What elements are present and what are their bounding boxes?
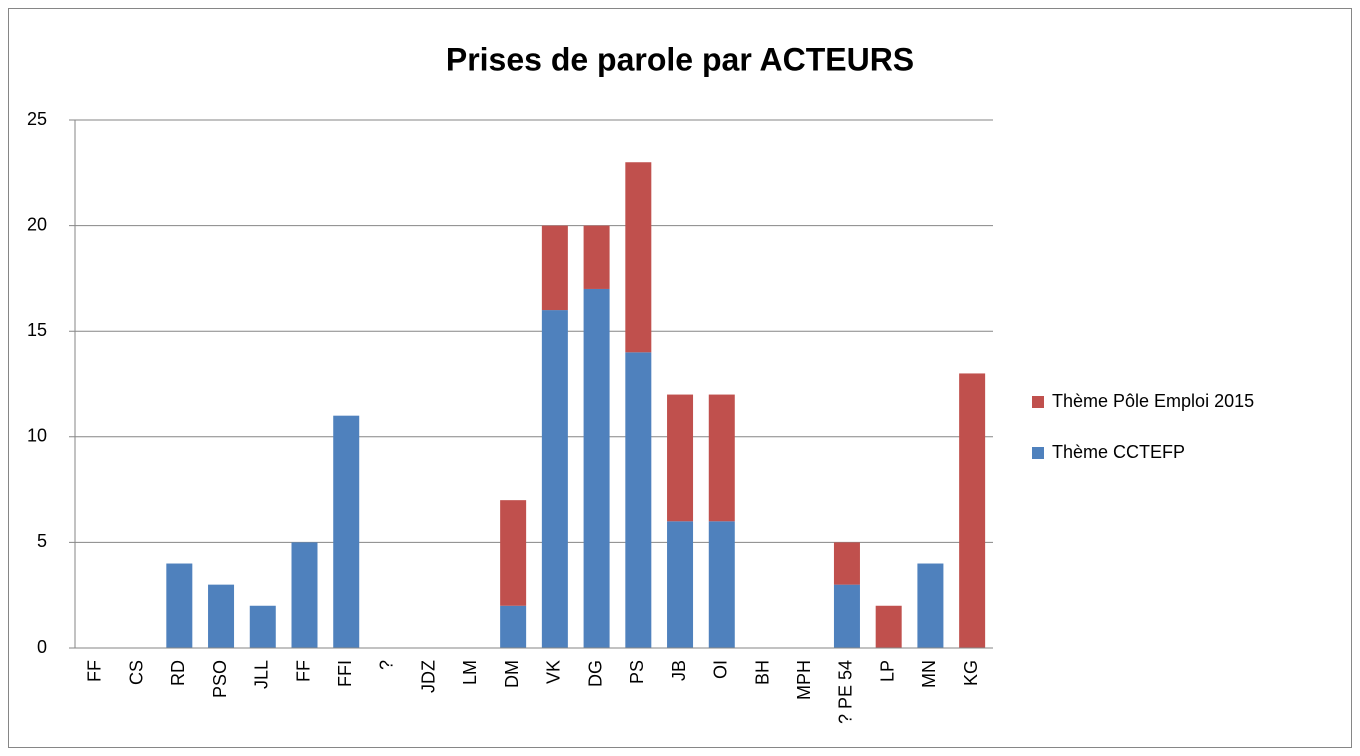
bar-segment <box>291 542 318 648</box>
legend-label: Thème Pôle Emploi 2015 <box>1052 391 1254 411</box>
bar-segment <box>500 605 527 648</box>
bar-segment <box>625 162 652 353</box>
x-tick-label: PS <box>627 660 647 684</box>
x-tick-label: ? <box>377 660 397 670</box>
x-tick-label: BH <box>752 660 772 685</box>
y-tick-label: 25 <box>27 109 47 129</box>
bar-segment <box>875 605 902 648</box>
bar-segment <box>583 288 610 648</box>
bar-segment <box>833 542 860 585</box>
bar-segment <box>541 225 568 311</box>
bar-segment <box>500 500 527 606</box>
x-tick-label: CS <box>126 660 146 685</box>
bar-segment <box>625 352 652 648</box>
bar-segment <box>166 563 193 648</box>
y-tick-label: 0 <box>37 637 47 657</box>
x-tick-label: RD <box>168 660 188 686</box>
x-tick-label: VK <box>544 660 564 684</box>
x-tick-label: LM <box>460 660 480 685</box>
x-tick-label: DM <box>502 660 522 688</box>
x-tick-label: FF <box>85 660 105 682</box>
y-tick-label: 10 <box>27 426 47 446</box>
y-tick-label: 5 <box>37 531 47 551</box>
bar-segment <box>667 394 694 522</box>
bar-segment <box>708 521 735 648</box>
x-tick-label: LP <box>877 660 897 682</box>
x-tick-label: OI <box>711 660 731 679</box>
y-tick-label: 20 <box>27 214 47 234</box>
x-tick-label: PSO <box>210 660 230 698</box>
bar-segment <box>708 394 735 522</box>
x-tick-label: KG <box>961 660 981 686</box>
bar-segment <box>249 605 276 648</box>
x-tick-label: FFI <box>335 660 355 687</box>
x-tick-label: MPH <box>794 660 814 700</box>
legend-swatch <box>1032 396 1044 408</box>
legend-swatch <box>1032 447 1044 459</box>
bar-segment <box>541 310 568 648</box>
x-tick-label: JLL <box>252 660 272 689</box>
x-tick-label: MN <box>919 660 939 688</box>
x-tick-label: JB <box>669 660 689 681</box>
bar-segment <box>959 373 986 648</box>
x-tick-label: FF <box>293 660 313 682</box>
x-tick-label: ? PE 54 <box>836 660 856 724</box>
bar-segment <box>917 563 944 648</box>
y-tick-label: 15 <box>27 320 47 340</box>
bar-segment <box>833 584 860 648</box>
x-tick-label: DG <box>585 660 605 687</box>
legend-label: Thème CCTEFP <box>1052 442 1185 462</box>
x-tick-label: JDZ <box>418 660 438 693</box>
bar-segment <box>583 225 610 289</box>
bar-segment <box>667 521 694 648</box>
bar-segment <box>208 584 235 648</box>
chart-title: Prises de parole par ACTEURS <box>446 41 914 77</box>
bar-segment <box>333 415 360 648</box>
